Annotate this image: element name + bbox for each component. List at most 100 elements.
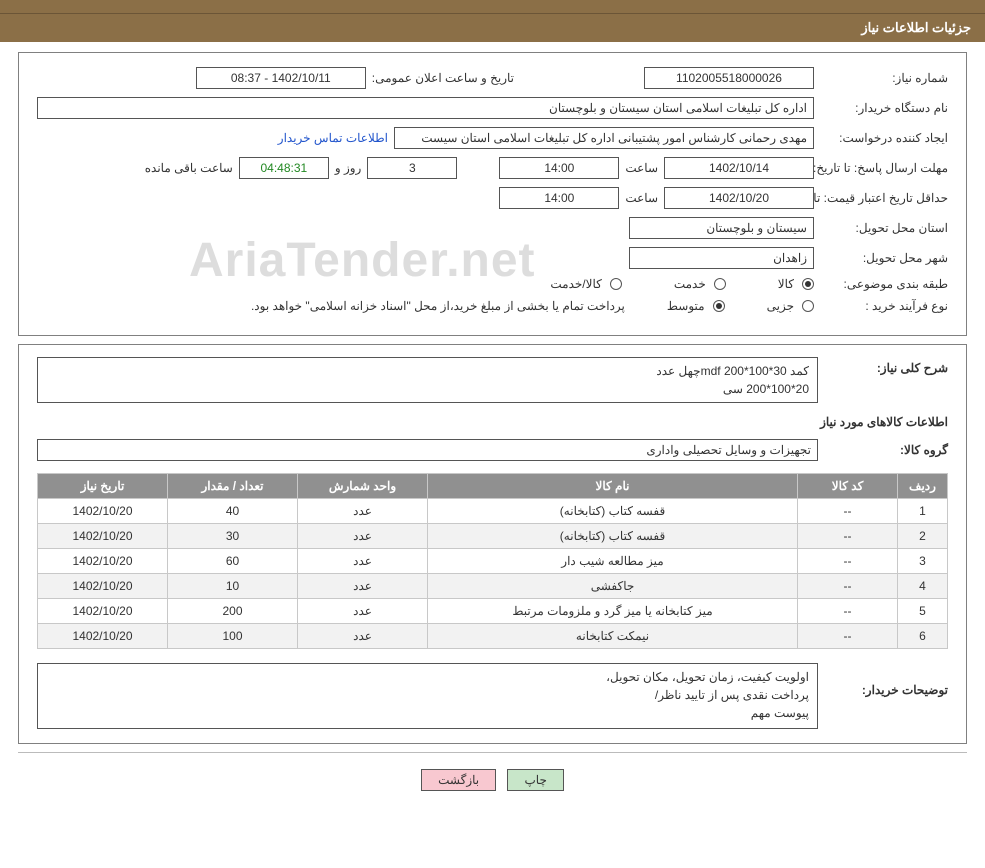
cell-row: 3 [898,549,948,574]
row-need-number: شماره نیاز: 1102005518000026 تاریخ و ساع… [37,67,948,89]
cell-name: میز مطالعه شیب دار [428,549,798,574]
table-row: 3--میز مطالعه شیب دارعدد601402/10/20 [38,549,948,574]
buyer-contact-link[interactable]: اطلاعات تماس خریدار [278,131,388,145]
radio-partial[interactable] [802,300,814,312]
subject-class-label: طبقه بندی موضوعی: [820,277,948,291]
buyer-org-label: نام دستگاه خریدار: [820,101,948,115]
opt-service-label: خدمت [674,277,706,291]
back-button[interactable]: بازگشت [421,769,496,791]
cell-unit: عدد [298,624,428,649]
cell-unit: عدد [298,499,428,524]
pub-datetime-label: تاریخ و ساعت اعلان عمومی: [372,71,514,85]
cell-date: 1402/10/20 [38,574,168,599]
cell-row: 4 [898,574,948,599]
cell-qty: 40 [168,499,298,524]
reply-deadline-label: مهلت ارسال پاسخ: تا تاریخ: [820,161,948,175]
cell-name: قفسه کتاب (کتابخانه) [428,524,798,549]
radio-goods[interactable] [802,278,814,290]
goods-group-pair: گروه کالا: تجهیزات و وسایل تحصیلی واداری [37,439,948,461]
table-row: 5--میز کتابخانه یا میز گرد و ملزومات مرت… [38,599,948,624]
table-row: 6--نیمکت کتابخانهعدد1001402/10/20 [38,624,948,649]
need-no-label: شماره نیاز: [820,71,948,85]
row-buyer-org: نام دستگاه خریدار: اداره کل تبلیغات اسلا… [37,97,948,119]
radio-service[interactable] [714,278,726,290]
cell-name: نیمکت کتابخانه [428,624,798,649]
panel-title: جزئیات اطلاعات نیاز [0,14,985,42]
need-no-value: 1102005518000026 [644,67,814,89]
row-subject-class: طبقه بندی موضوعی: کالا خدمت کالا/خدمت [37,277,948,291]
row-price-validity: حداقل تاریخ اعتبار قیمت: تا تاریخ: 1402/… [37,187,948,209]
row-reply-deadline: مهلت ارسال پاسخ: تا تاریخ: 1402/10/14 سا… [37,157,948,179]
row-delivery-city: شهر محل تحویل: زاهدان [37,247,948,269]
time-label-2: ساعت [625,191,658,205]
buyer-notes-line1: اولویت کیفیت، زمان تحویل، مکان تحویل، [46,668,809,686]
cell-row: 6 [898,624,948,649]
buyer-notes-label: توضیحات خریدار: [828,663,948,697]
opt-medium-label: متوسط [667,299,705,313]
print-button[interactable]: چاپ [507,769,563,791]
cell-qty: 10 [168,574,298,599]
cell-unit: عدد [298,524,428,549]
cell-row: 5 [898,599,948,624]
details-panel: AriaTender.net شماره نیاز: 1102005518000… [18,52,967,336]
th-name: نام کالا [428,474,798,499]
cell-code: -- [798,624,898,649]
delivery-province-label: استان محل تحویل: [820,221,948,235]
opt-goods-label: کالا [778,277,794,291]
radio-medium[interactable] [713,300,725,312]
items-panel: شرح کلی نیاز: کمد 30*100*200 mdfچهل عدد … [18,344,967,744]
need-desc-line2: 20*100*200 سی [46,380,809,398]
cell-qty: 200 [168,599,298,624]
table-row: 2--قفسه کتاب (کتابخانه)عدد301402/10/20 [38,524,948,549]
goods-group-label: گروه کالا: [828,439,948,457]
purchase-type-label: نوع فرآیند خرید : [820,299,948,313]
cell-unit: عدد [298,549,428,574]
price-time-value: 14:00 [499,187,619,209]
cell-unit: عدد [298,599,428,624]
top-accent-bar [0,0,985,14]
cell-name: جاکفشی [428,574,798,599]
countdown-value: 04:48:31 [239,157,329,179]
need-desc-line1: کمد 30*100*200 mdfچهل عدد [46,362,809,380]
row-delivery-province: استان محل تحویل: سیستان و بلوچستان [37,217,948,239]
footer-buttons: چاپ بازگشت [0,759,985,807]
delivery-city-label: شهر محل تحویل: [820,251,948,265]
days-and-label: روز و [335,161,362,175]
cell-code: -- [798,574,898,599]
cell-date: 1402/10/20 [38,549,168,574]
cell-date: 1402/10/20 [38,524,168,549]
cell-qty: 100 [168,624,298,649]
cell-code: -- [798,599,898,624]
row-requester: ایجاد کننده درخواست: مهدی رحمانی کارشناس… [37,127,948,149]
cell-code: -- [798,549,898,574]
th-row: ردیف [898,474,948,499]
cell-code: -- [798,499,898,524]
items-title: اطلاعات کالاهای مورد نیاز [37,415,948,429]
need-desc-pair: شرح کلی نیاز: کمد 30*100*200 mdfچهل عدد … [37,357,948,403]
opt-partial-label: جزیی [767,299,794,313]
th-unit: واحد شمارش [298,474,428,499]
goods-group-value: تجهیزات و وسایل تحصیلی واداری [37,439,818,461]
th-date: تاریخ نیاز [38,474,168,499]
purchase-note: پرداخت تمام یا بخشی از مبلغ خرید،از محل … [251,299,625,313]
items-table: ردیف کد کالا نام کالا واحد شمارش تعداد /… [37,473,948,649]
cell-row: 1 [898,499,948,524]
time-label-1: ساعت [625,161,658,175]
cell-name: قفسه کتاب (کتابخانه) [428,499,798,524]
reply-time-value: 14:00 [499,157,619,179]
days-remaining-value: 3 [367,157,457,179]
radio-goods-service[interactable] [610,278,622,290]
pub-datetime-value: 1402/10/11 - 08:37 [196,67,366,89]
need-desc-box: کمد 30*100*200 mdfچهل عدد 20*100*200 سی [37,357,818,403]
cell-date: 1402/10/20 [38,499,168,524]
price-validity-label: حداقل تاریخ اعتبار قیمت: تا تاریخ: [820,191,948,205]
th-code: کد کالا [798,474,898,499]
table-row: 4--جاکفشیعدد101402/10/20 [38,574,948,599]
need-desc-label: شرح کلی نیاز: [828,357,948,375]
cell-name: میز کتابخانه یا میز گرد و ملزومات مرتبط [428,599,798,624]
delivery-city-value: زاهدان [629,247,814,269]
remaining-label: ساعت باقی مانده [145,161,233,175]
cell-code: -- [798,524,898,549]
requester-value: مهدی رحمانی کارشناس امور پشتیبانی اداره … [394,127,814,149]
buyer-notes-line2: پرداخت نقدی پس از تایید ناظر/ [46,686,809,704]
